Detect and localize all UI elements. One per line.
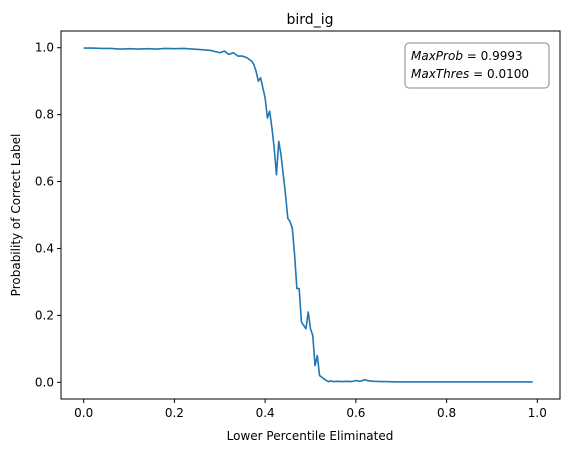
annotation-maxthres-value: = 0.0100 — [473, 67, 529, 81]
annotation-frame — [404, 42, 550, 89]
chart-title: bird_ig — [287, 12, 334, 28]
y-tick-label: 0.2 — [35, 308, 54, 322]
annotation-line-2: MaxThres = 0.0100 — [411, 67, 529, 81]
series-line — [83, 47, 533, 383]
x-tick-label: 0.0 — [74, 406, 93, 420]
annotation-maxprob-name: MaxProb — [411, 49, 463, 63]
y-tick-label: 1.0 — [35, 41, 54, 55]
annotation-line-1: MaxProb = 0.9993 — [411, 49, 523, 63]
y-tick-label: 0.8 — [35, 108, 54, 122]
x-tick-label: 0.2 — [165, 406, 184, 420]
annotation-maxprob-value: = 0.9993 — [467, 49, 523, 63]
x-tick-label: 0.4 — [256, 406, 275, 420]
x-axis-label: Lower Percentile Eliminated — [227, 429, 394, 443]
x-tick-label: 0.8 — [437, 406, 456, 420]
plot-frame — [60, 30, 561, 400]
x-axis-ticks: 0.0 0.2 0.4 0.6 0.8 1.0 — [74, 399, 547, 420]
x-tick-label: 0.6 — [346, 406, 365, 420]
annotation-maxthres-name: MaxThres — [411, 67, 469, 81]
y-axis-label: Probability of Correct Label — [9, 134, 23, 297]
annotation-box: MaxProb = 0.9993 MaxThres = 0.0100 — [404, 42, 550, 89]
y-tick-label: 0.6 — [35, 175, 54, 189]
y-tick-label: 0.4 — [35, 241, 54, 255]
y-tick-label: 0.0 — [35, 375, 54, 389]
x-tick-label: 1.0 — [528, 406, 547, 420]
y-axis-ticks: 0.0 0.2 0.4 0.6 0.8 1.0 — [35, 41, 61, 389]
plot-area — [83, 47, 533, 383]
